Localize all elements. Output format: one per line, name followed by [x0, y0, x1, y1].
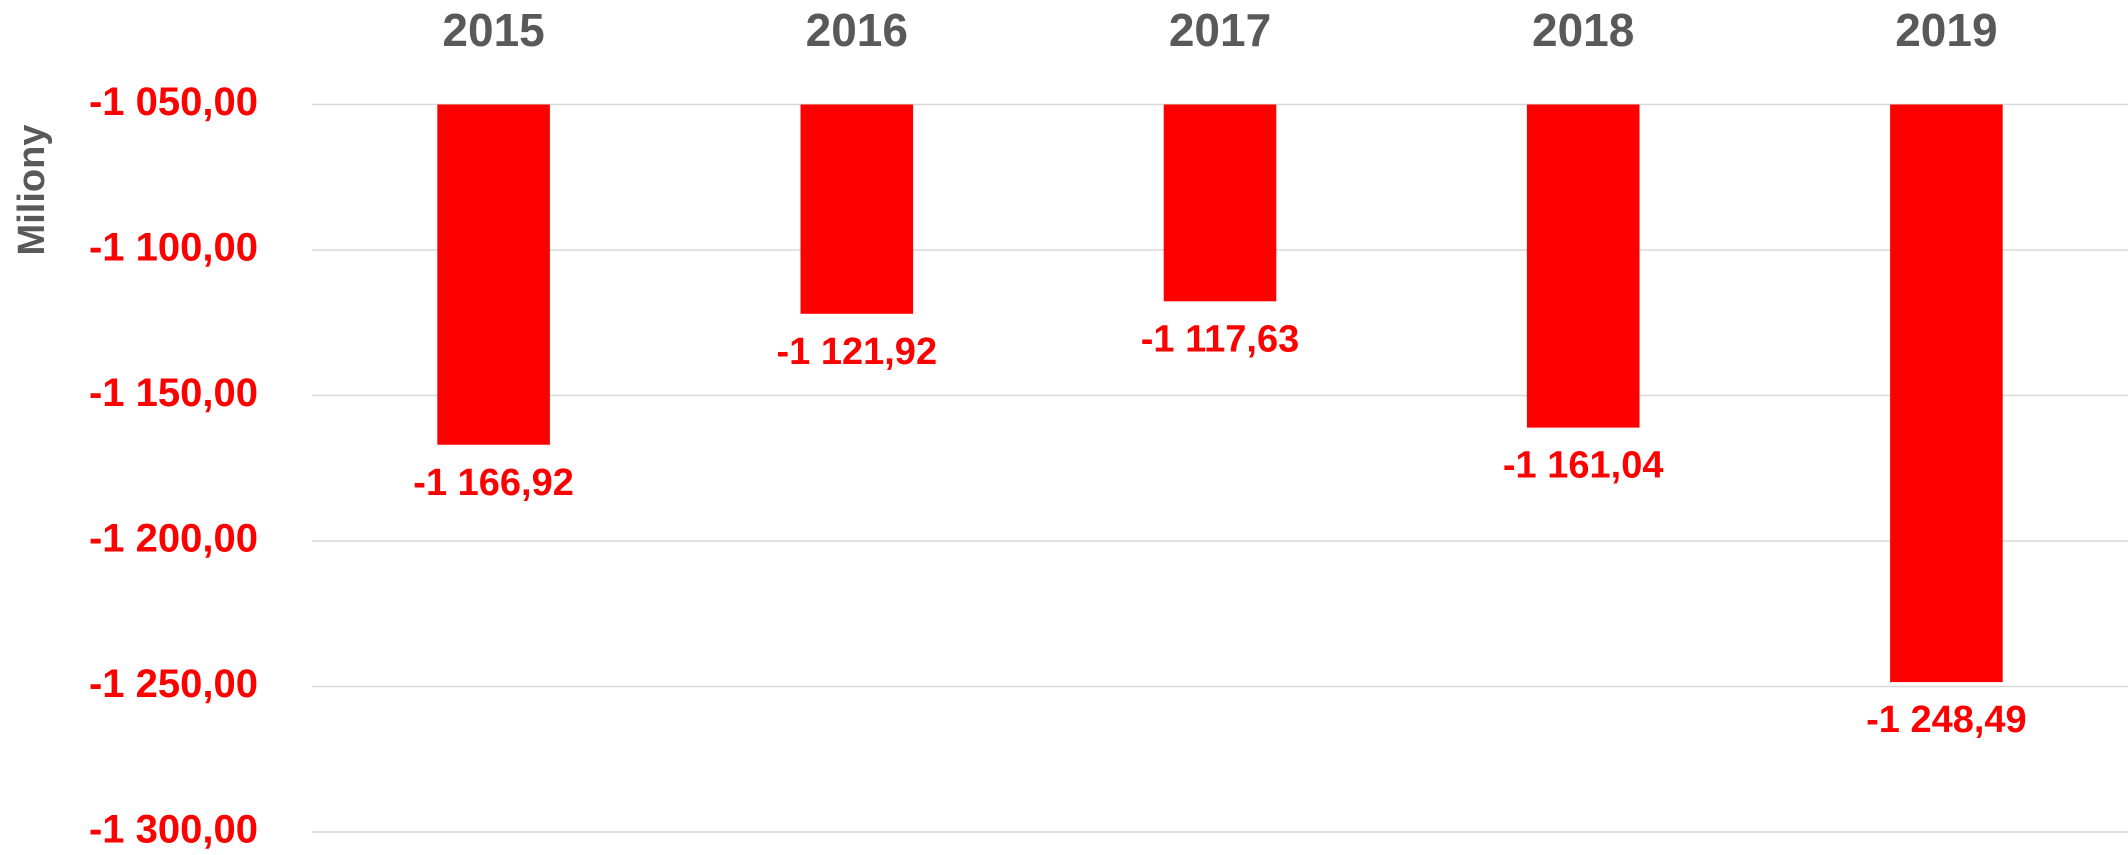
y-tick-label: -1 050,00: [89, 80, 258, 124]
x-tick-label: 2016: [806, 4, 908, 56]
y-tick-label: -1 250,00: [89, 662, 258, 706]
y-tick-label: -1 150,00: [89, 371, 258, 415]
bar: [437, 104, 550, 445]
y-tick-label: -1 100,00: [89, 226, 258, 270]
bar: [1163, 104, 1277, 302]
y-tick-label: -1 200,00: [89, 517, 258, 561]
x-tick-label: 2017: [1169, 4, 1271, 56]
x-tick-label: 2015: [442, 4, 544, 56]
value-label: -1 166,92: [413, 462, 574, 504]
value-label: -1 248,49: [1866, 699, 2027, 741]
value-label: -1 121,92: [777, 331, 938, 373]
value-label: -1 161,04: [1503, 445, 1664, 487]
bar: [1526, 104, 1640, 428]
bar: [800, 104, 914, 314]
bar: [1890, 104, 2003, 683]
y-axis-label: Miliony: [11, 125, 53, 256]
x-tick-label: 2018: [1532, 4, 1634, 56]
y-tick-label: -1 300,00: [89, 808, 258, 852]
value-label: -1 117,63: [1141, 318, 1299, 360]
x-tick-label: 2019: [1895, 4, 1997, 56]
